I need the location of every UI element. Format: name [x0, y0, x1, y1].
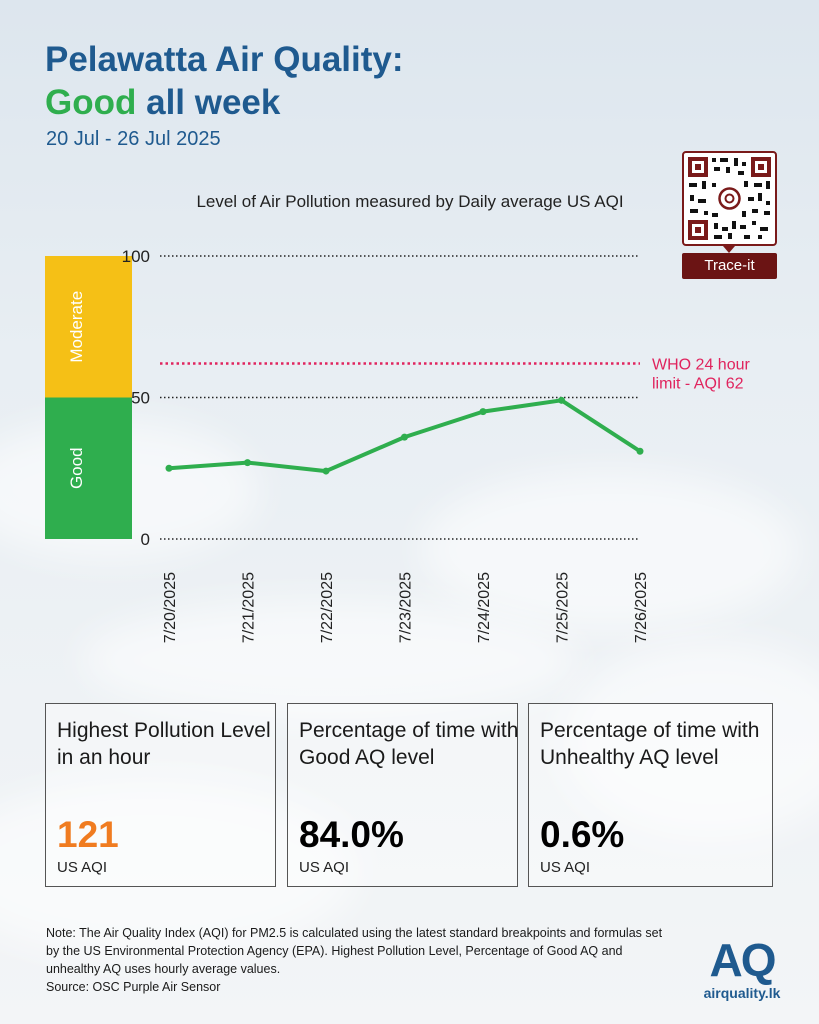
- note-source: Source: OSC Purple Air Sensor: [46, 980, 221, 994]
- footnote: Note: The Air Quality Index (AQI) for PM…: [46, 924, 666, 996]
- band-good-label: Good: [67, 447, 86, 489]
- aq-logo-icon: AQ: [709, 934, 777, 986]
- band-moderate-label: Moderate: [67, 291, 86, 363]
- chart-title: Level of Air Pollution measured by Daily…: [196, 192, 624, 211]
- qr-notch: [723, 246, 735, 253]
- qr-code[interactable]: Trace-it: [682, 151, 777, 279]
- stat-unit: US AQI: [540, 859, 591, 876]
- stat-value: 0.6%: [540, 814, 625, 855]
- stat-unit: US AQI: [57, 859, 108, 876]
- stat-card-highest: Highest Pollution Level in an hour 121 U…: [45, 703, 276, 887]
- data-points: [165, 396, 644, 475]
- date-range: 20 Jul - 26 Jul 2025: [46, 128, 221, 150]
- line-chart: Good Moderate 100 50 0 WHO 24 hour limit…: [45, 247, 754, 643]
- band-moderate: [45, 256, 132, 398]
- qr-label: Trace-it: [682, 253, 777, 279]
- who-limit-label-line1: WHO 24 hour: [652, 357, 750, 374]
- note-text: Note: The Air Quality Index (AQI) for PM…: [46, 926, 663, 976]
- y-tick-100: 100: [122, 247, 150, 266]
- x-tick-label: 7/26/2025: [633, 572, 650, 643]
- logo-site: airquality.lk: [703, 985, 781, 1001]
- stat-card-good: Percentage of time with Good AQ level 84…: [287, 703, 518, 887]
- qr-code-icon: [682, 151, 777, 246]
- x-tick-label: 7/22/2025: [319, 572, 336, 643]
- stat-label: Percentage of time with Good AQ level: [299, 719, 519, 769]
- stat-unit: US AQI: [299, 859, 350, 876]
- x-tick-labels: 7/20/2025 7/21/2025 7/22/2025 7/23/2025 7/24…: [162, 572, 650, 643]
- data-point: [244, 459, 251, 467]
- x-tick-label: 7/20/2025: [162, 572, 179, 643]
- x-tick-label: 7/21/2025: [241, 572, 258, 643]
- x-tick-label: 7/24/2025: [476, 572, 493, 643]
- page-title: Pelawatta Air Quality: Good all week: [45, 38, 404, 124]
- band-good: [45, 397, 132, 539]
- data-point: [558, 396, 565, 404]
- stat-card-unhealthy: Percentage of time with Unhealthy AQ lev…: [528, 703, 773, 887]
- stat-label: Highest Pollution Level in an hour: [57, 719, 271, 769]
- y-tick-0: 0: [141, 530, 150, 549]
- title-line1: Pelawatta Air Quality:: [45, 40, 404, 79]
- data-point: [636, 447, 644, 455]
- y-tick-50: 50: [131, 389, 150, 408]
- x-tick-label: 7/25/2025: [555, 572, 572, 643]
- who-limit-label: WHO 24 hour limit - AQI 62: [652, 357, 754, 393]
- title-good: Good: [45, 83, 137, 122]
- x-tick-label: 7/23/2025: [398, 572, 415, 643]
- stat-label: Percentage of time with Unhealthy AQ lev…: [540, 719, 760, 769]
- logo[interactable]: AQ airquality.lk: [692, 937, 792, 1001]
- stat-value: 84.0%: [299, 814, 404, 855]
- who-limit-label-line2: limit - AQI 62: [652, 376, 744, 393]
- data-point: [322, 467, 330, 475]
- data-point: [479, 408, 487, 416]
- data-point: [401, 433, 408, 441]
- stat-value: 121: [57, 814, 119, 855]
- title-rest: all week: [136, 83, 281, 122]
- data-point: [165, 464, 173, 472]
